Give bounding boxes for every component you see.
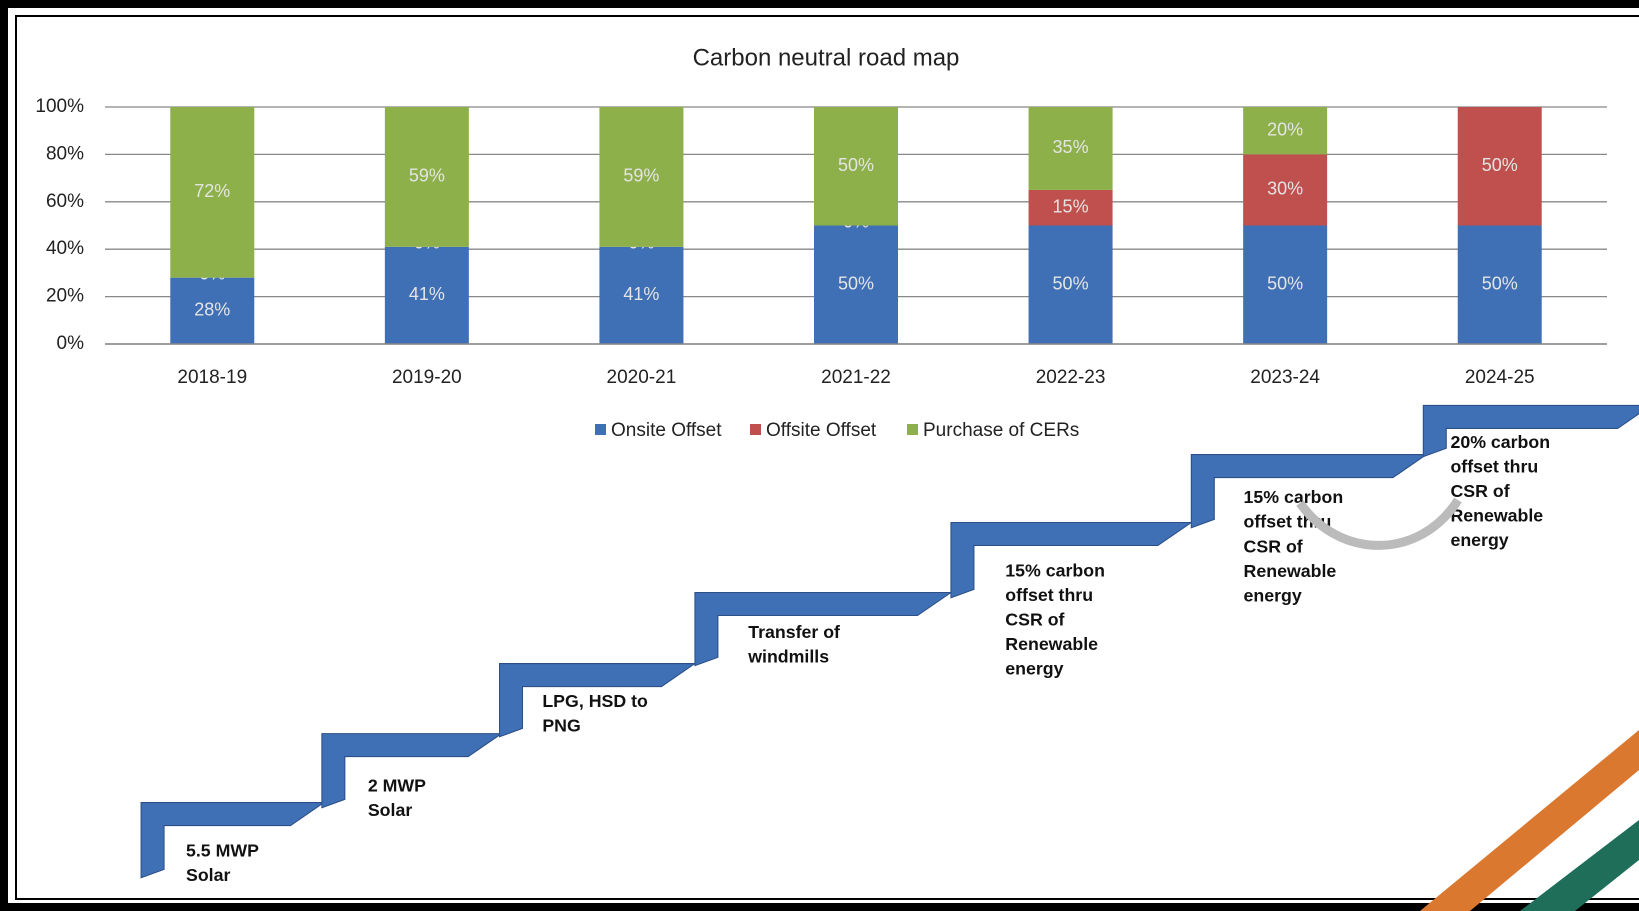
legend-label: Purchase of CERs <box>923 420 1079 441</box>
x-tick-label: 2021-22 <box>821 367 891 388</box>
bar-segment <box>1243 225 1328 344</box>
data-label: 20% <box>1267 119 1303 139</box>
bar-segment <box>1028 189 1113 226</box>
step-label: energy <box>1244 585 1302 605</box>
bar-segment <box>1028 107 1113 190</box>
bar-segment <box>814 107 898 226</box>
data-label: 35% <box>1053 137 1089 157</box>
step-label: Transfer of <box>748 622 840 642</box>
step-label: Solar <box>368 800 412 820</box>
step-label: 15% carbon <box>1244 487 1344 507</box>
bar-segment <box>384 246 469 344</box>
step-label: 2 MWP <box>368 776 426 796</box>
bar-segment <box>599 246 684 344</box>
step-label: offset thru <box>1450 456 1538 476</box>
data-label: 50% <box>1482 155 1518 175</box>
step-label: energy <box>1450 530 1508 550</box>
step-label: CSR of <box>1450 481 1509 501</box>
decoration <box>1420 730 1639 911</box>
inner-frame <box>15 15 1639 900</box>
data-label: 30% <box>1267 179 1303 199</box>
x-tick-label: 2018-19 <box>177 367 247 388</box>
step-label: 5.5 MWP <box>186 840 259 860</box>
legend-swatch <box>750 424 761 435</box>
step-label: energy <box>1005 659 1063 679</box>
bar-segment <box>1243 154 1328 226</box>
roadmap-step <box>1422 404 1639 458</box>
bar-segment <box>1243 107 1328 155</box>
step-label: Renewable <box>1450 505 1543 525</box>
step-label: windmills <box>747 647 829 667</box>
step-label: 20% carbon <box>1450 432 1550 452</box>
x-tick-label: 2023-24 <box>1250 367 1320 388</box>
bar-segment <box>599 107 684 247</box>
chart-title: Carbon neutral road map <box>693 44 960 71</box>
bar-segment <box>1028 225 1113 344</box>
data-label: 59% <box>623 166 659 186</box>
step-label: Renewable <box>1244 561 1337 581</box>
step-label: CSR of <box>1005 609 1064 629</box>
data-label: 41% <box>409 284 445 304</box>
y-tick-label: 100% <box>35 96 84 117</box>
bar-segment <box>170 277 255 344</box>
roadmap: 5.5 MWP Solar 2 MWP Solar LPG, HSD to PNG Tran… <box>140 404 1639 885</box>
data-label: 50% <box>1267 274 1303 294</box>
step-label: PNG <box>542 715 580 735</box>
data-label: 28% <box>194 300 230 320</box>
x-tick-label: 2022-23 <box>1036 367 1106 388</box>
y-tick-label: 0% <box>57 333 85 354</box>
data-label: 15% <box>1053 196 1089 216</box>
legend-label: Offsite Offset <box>766 420 877 441</box>
y-tick-label: 80% <box>46 143 84 164</box>
x-tick-label: 2024-25 <box>1465 367 1535 388</box>
data-label: 50% <box>1053 274 1089 294</box>
x-tick-label: 2019-20 <box>392 367 462 388</box>
legend-label: Onsite Offset <box>611 420 722 441</box>
y-tick-label: 20% <box>46 286 84 307</box>
data-label: 59% <box>409 166 445 186</box>
bar-segment <box>1457 225 1542 344</box>
bar-segment <box>170 107 255 278</box>
step-label: offset thru <box>1005 585 1093 605</box>
data-label: 41% <box>623 284 659 304</box>
bar-segment <box>814 225 898 344</box>
step-label: Solar <box>186 865 230 885</box>
legend-swatch <box>907 424 918 435</box>
step-label: LPG, HSD to <box>542 691 648 711</box>
data-label: 72% <box>194 181 230 201</box>
connector-arrow <box>1296 497 1462 550</box>
x-tick-label: 2020-21 <box>607 367 677 388</box>
step-label: Renewable <box>1005 634 1098 654</box>
data-label: 50% <box>1482 274 1518 294</box>
data-label: 50% <box>838 155 874 175</box>
y-tick-label: 40% <box>46 238 84 259</box>
decoration <box>1520 820 1639 911</box>
y-tick-label: 60% <box>46 191 84 212</box>
step-label: 15% carbon <box>1005 560 1105 580</box>
bar-segment <box>1457 107 1542 226</box>
legend-swatch <box>595 424 606 435</box>
step-label: CSR of <box>1244 536 1303 556</box>
bar-segment <box>384 107 469 247</box>
data-label: 50% <box>838 274 874 294</box>
